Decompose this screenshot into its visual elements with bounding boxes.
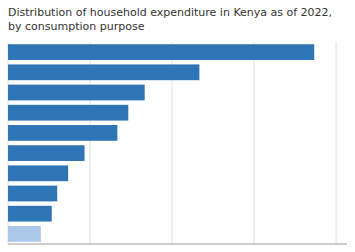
chart: Distribution of household expenditure in… — [0, 0, 355, 252]
bar — [8, 186, 57, 202]
bar — [8, 145, 85, 161]
grid-line — [254, 42, 255, 244]
bar — [8, 206, 52, 222]
bar — [8, 85, 145, 101]
bar — [8, 44, 314, 60]
bar — [8, 226, 41, 242]
bar — [8, 64, 199, 80]
bar — [8, 125, 117, 141]
bar — [8, 105, 128, 121]
title: Distribution of household expenditure in… — [8, 6, 332, 33]
grid-line — [336, 42, 337, 244]
bars — [8, 44, 314, 242]
grid — [8, 42, 336, 244]
bar — [8, 165, 68, 181]
x-axis — [8, 244, 347, 245]
